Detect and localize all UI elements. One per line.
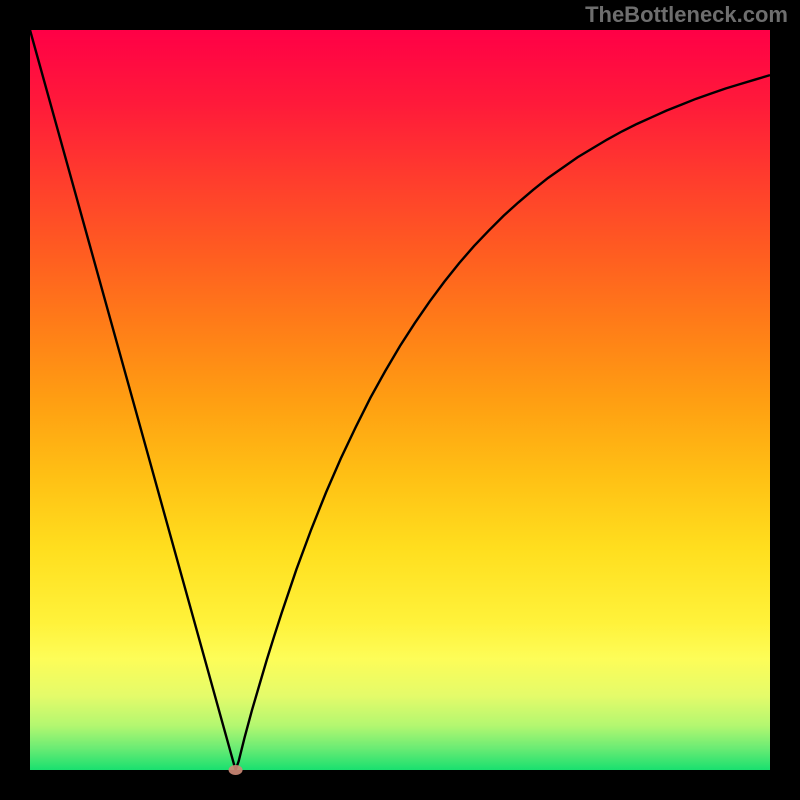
plot-background [30, 30, 770, 770]
watermark-text: TheBottleneck.com [585, 2, 788, 28]
bottleneck-plot [0, 0, 800, 800]
minimum-marker [229, 765, 243, 775]
chart-frame: TheBottleneck.com [0, 0, 800, 800]
